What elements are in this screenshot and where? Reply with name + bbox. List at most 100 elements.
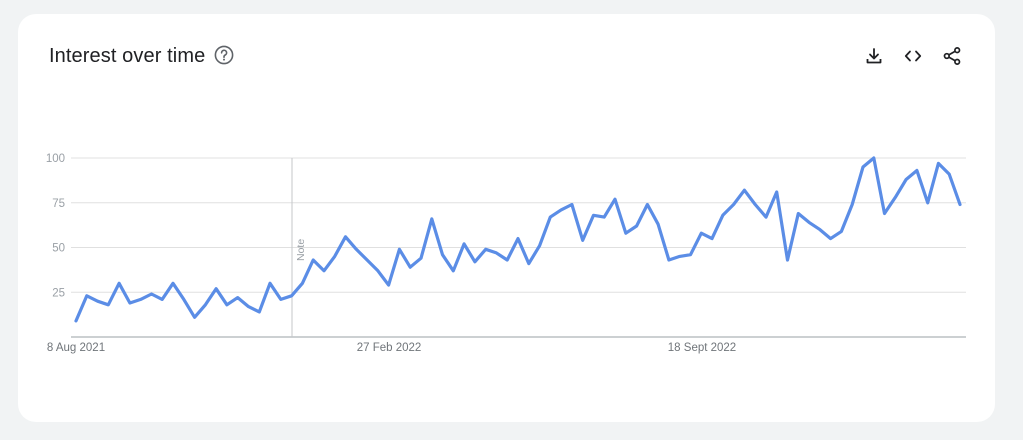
data-point[interactable] — [375, 268, 381, 274]
data-point[interactable] — [569, 202, 575, 208]
data-point[interactable] — [256, 309, 262, 315]
data-point[interactable] — [720, 212, 726, 218]
data-point[interactable] — [666, 257, 672, 263]
data-point[interactable] — [213, 286, 219, 292]
data-point[interactable] — [159, 296, 165, 302]
series-layer — [73, 155, 963, 324]
data-point[interactable] — [547, 214, 553, 220]
data-point[interactable] — [925, 200, 931, 206]
chart-toolbar — [863, 45, 962, 66]
data-point[interactable] — [407, 264, 413, 270]
data-point[interactable] — [170, 280, 176, 286]
note-label[interactable]: Note — [295, 239, 307, 261]
data-point[interactable] — [84, 293, 90, 299]
data-point[interactable] — [558, 207, 564, 213]
data-point[interactable] — [235, 295, 241, 301]
data-point[interactable] — [677, 253, 683, 259]
data-point[interactable] — [450, 268, 456, 274]
data-point[interactable] — [332, 253, 338, 259]
data-point[interactable] — [892, 194, 898, 200]
data-point[interactable] — [289, 293, 295, 299]
data-point[interactable] — [785, 257, 791, 263]
data-point[interactable] — [364, 257, 370, 263]
data-point[interactable] — [299, 280, 305, 286]
data-point[interactable] — [515, 236, 521, 242]
data-point[interactable] — [644, 202, 650, 208]
data-point[interactable] — [192, 314, 198, 320]
data-point[interactable] — [731, 202, 737, 208]
help-circle-icon[interactable] — [214, 45, 234, 65]
data-point[interactable] — [795, 210, 801, 216]
data-point[interactable] — [752, 202, 758, 208]
data-point[interactable] — [278, 296, 284, 302]
data-point[interactable] — [127, 300, 133, 306]
data-point[interactable] — [245, 304, 251, 310]
data-point[interactable] — [601, 214, 607, 220]
data-point[interactable] — [440, 252, 446, 258]
y-tick-label: 100 — [46, 153, 65, 165]
data-point[interactable] — [418, 255, 424, 261]
data-point[interactable] — [623, 230, 629, 236]
x-tick-label: 8 Aug 2021 — [47, 342, 105, 354]
data-point[interactable] — [429, 216, 435, 222]
data-point[interactable] — [698, 230, 704, 236]
data-point[interactable] — [181, 296, 187, 302]
data-point[interactable] — [504, 257, 510, 263]
data-point[interactable] — [741, 187, 747, 193]
data-point[interactable] — [882, 210, 888, 216]
data-point[interactable] — [537, 243, 543, 249]
data-point[interactable] — [95, 298, 101, 304]
data-point[interactable] — [493, 250, 499, 256]
data-point[interactable] — [774, 189, 780, 195]
data-point[interactable] — [817, 227, 823, 233]
data-point[interactable] — [148, 291, 154, 297]
chart-title: Interest over time — [49, 45, 206, 67]
series-line[interactable] — [74, 156, 962, 323]
y-tick-label: 75 — [52, 198, 65, 210]
code-embed-icon[interactable] — [902, 45, 923, 66]
data-point[interactable] — [806, 219, 812, 225]
data-point[interactable] — [321, 268, 327, 274]
data-point[interactable] — [224, 302, 230, 308]
data-point[interactable] — [138, 296, 144, 302]
y-axis-ticks: 25 50 75 100 — [46, 153, 65, 299]
data-point[interactable] — [386, 282, 392, 288]
data-point[interactable] — [860, 164, 866, 170]
download-icon[interactable] — [863, 45, 884, 66]
share-icon[interactable] — [941, 45, 962, 66]
data-point[interactable] — [483, 246, 489, 252]
data-point[interactable] — [105, 302, 111, 308]
data-point[interactable] — [903, 176, 909, 182]
data-point[interactable] — [590, 212, 596, 218]
data-point[interactable] — [310, 257, 316, 263]
data-point[interactable] — [612, 196, 618, 202]
data-point[interactable] — [396, 246, 402, 252]
note-annotation: Note — [291, 158, 307, 337]
data-point[interactable] — [116, 280, 122, 286]
data-point[interactable] — [935, 160, 941, 166]
data-point[interactable] — [687, 252, 693, 258]
data-point[interactable] — [871, 155, 877, 161]
data-point[interactable] — [838, 228, 844, 234]
data-point[interactable] — [655, 221, 661, 227]
data-point[interactable] — [763, 214, 769, 220]
data-point[interactable] — [946, 171, 952, 177]
data-point[interactable] — [202, 302, 208, 308]
y-tick-label: 25 — [52, 287, 65, 299]
data-point[interactable] — [828, 236, 834, 242]
data-point[interactable] — [353, 246, 359, 252]
data-point[interactable] — [849, 202, 855, 208]
data-point[interactable] — [914, 168, 920, 174]
data-point[interactable] — [957, 202, 963, 208]
data-point[interactable] — [580, 237, 586, 243]
data-point[interactable] — [634, 223, 640, 229]
data-point[interactable] — [461, 241, 467, 247]
data-point[interactable] — [709, 236, 715, 242]
data-point[interactable] — [343, 234, 349, 240]
data-point[interactable] — [472, 259, 478, 265]
data-point[interactable] — [526, 261, 532, 267]
data-point[interactable] — [73, 318, 79, 324]
data-point[interactable] — [267, 280, 273, 286]
